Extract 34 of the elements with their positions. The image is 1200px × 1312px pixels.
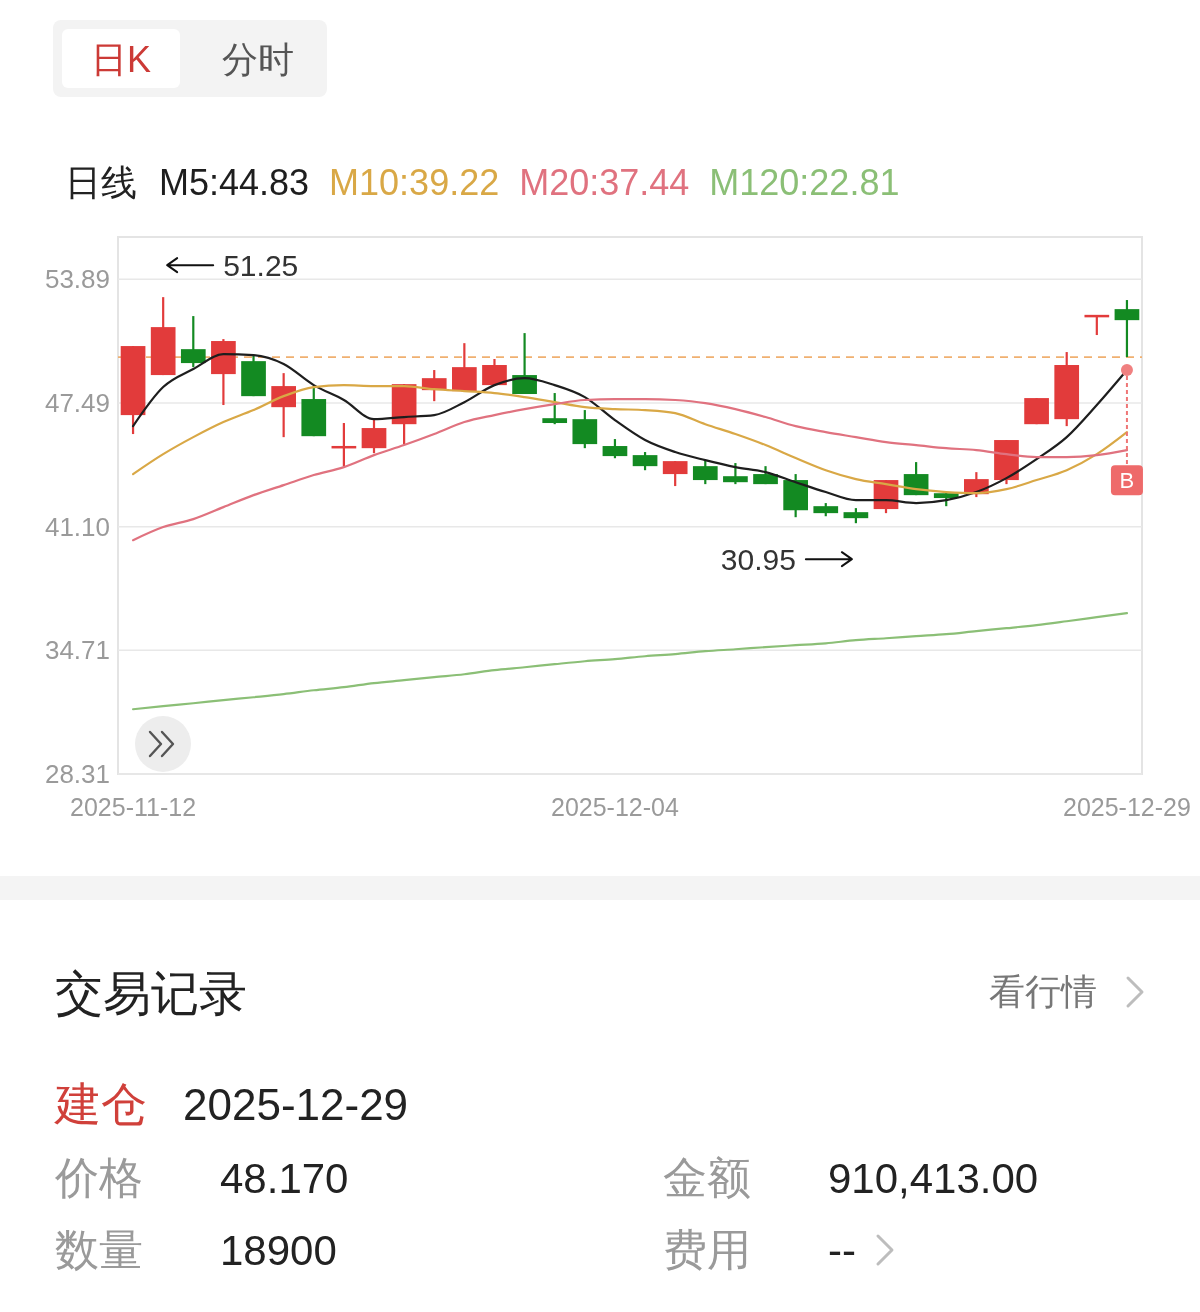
text: 看行情 bbox=[989, 971, 1097, 1012]
text: 价格 bbox=[54, 1153, 143, 1202]
y-tick-label: 34.71 bbox=[44, 635, 110, 666]
annotation: 30.95 bbox=[720, 543, 796, 577]
text: 48.170 bbox=[220, 1155, 349, 1202]
text: 交易记录 bbox=[55, 967, 247, 1020]
x-tick-label: 2025-12-29 bbox=[1063, 793, 1191, 821]
y-tick-label: 28.31 bbox=[44, 759, 110, 790]
text: 日K bbox=[90, 39, 152, 80]
annotation: B bbox=[1119, 468, 1135, 494]
y-tick-label: 47.49 bbox=[44, 388, 110, 419]
y-tick-label: 53.89 bbox=[44, 264, 110, 295]
text: 数量 bbox=[55, 1225, 143, 1274]
text: 2025-12-29 bbox=[183, 1080, 409, 1129]
text: 分时 bbox=[222, 39, 294, 80]
text: 18900 bbox=[220, 1227, 337, 1274]
candlestick bbox=[542, 391, 568, 426]
text: 费用 bbox=[663, 1225, 751, 1274]
candlestick bbox=[723, 461, 748, 486]
text: M20:37.44 bbox=[519, 162, 690, 203]
text: M5:44.83 bbox=[159, 162, 310, 203]
text: -- bbox=[828, 1227, 856, 1274]
text: 金额 bbox=[663, 1153, 751, 1202]
legend-title: 日线 bbox=[65, 162, 137, 203]
candlestick bbox=[1114, 298, 1140, 359]
y-tick-label: 41.10 bbox=[44, 511, 110, 542]
annotation: 51.25 bbox=[223, 249, 299, 283]
x-tick-label: 2025-11-12 bbox=[70, 793, 197, 821]
text: M10:39.22 bbox=[329, 162, 500, 203]
line-series bbox=[131, 612, 1129, 711]
text: 910,413.00 bbox=[828, 1155, 1039, 1202]
text: 建仓 bbox=[54, 1078, 147, 1130]
text: M120:22.81 bbox=[709, 162, 900, 203]
x-tick-label: 2025-12-04 bbox=[551, 793, 679, 821]
